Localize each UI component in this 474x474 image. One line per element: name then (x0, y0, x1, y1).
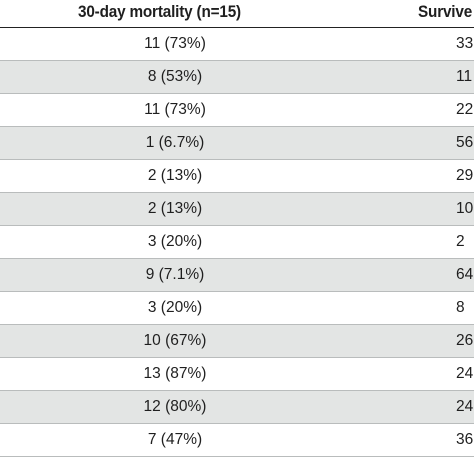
cell-mortality: 3 (20%) (147, 233, 203, 250)
table-row: 3 (20%) 8 (0, 292, 474, 325)
cell-survivors: 64 (456, 266, 474, 283)
cell-survivors: 36 (456, 431, 474, 448)
table-row: 11 (73%) 33 (0, 28, 474, 61)
cell-survivors: 29 (456, 167, 474, 184)
cell-mortality: 3 (20%) (147, 299, 203, 316)
cell-survivors: 2 (456, 233, 465, 250)
cell-survivors: 10 (456, 200, 474, 217)
table-row: 2 (13%) 10 (0, 193, 474, 226)
table-row: 7 (47%) 36 (0, 424, 474, 457)
table-row: 3 (20%) 2 (0, 226, 474, 259)
table-row: 11 (73%) 22 (0, 94, 474, 127)
cell-mortality: 9 (7.1%) (145, 266, 205, 283)
cell-survivors: 24 (456, 365, 474, 382)
cell-mortality: 10 (67%) (143, 332, 207, 349)
cell-mortality: 2 (13%) (147, 167, 203, 184)
table-row: 9 (7.1%) 64 (0, 259, 474, 292)
cell-mortality: 11 (73%) (144, 35, 206, 52)
cell-mortality: 12 (80%) (143, 398, 207, 415)
cell-mortality: 13 (87%) (143, 365, 207, 382)
cell-mortality: 7 (47%) (147, 431, 203, 448)
cell-mortality: 11 (73%) (144, 101, 206, 118)
cell-survivors: 56 (456, 134, 474, 151)
cell-survivors: 22 (456, 101, 474, 118)
table-row: 1 (6.7%) 56 (0, 127, 474, 160)
table-row: 2 (13%) 29 (0, 160, 474, 193)
cell-survivors: 26 (456, 332, 474, 349)
table-row: 10 (67%) 26 (0, 325, 474, 358)
cell-survivors: 24 (456, 398, 474, 415)
cell-survivors: 8 (456, 299, 465, 316)
column-header-survivors: Survive (418, 2, 473, 21)
cell-mortality: 8 (53%) (147, 68, 203, 85)
cell-survivors: 33 (456, 35, 474, 52)
cell-mortality: 2 (13%) (147, 200, 203, 217)
table-row: 13 (87%) 24 (0, 358, 474, 391)
table-row: 12 (80%) 24 (0, 391, 474, 424)
cell-survivors: 11 (456, 68, 473, 85)
table-row: 8 (53%) 11 (0, 61, 474, 94)
column-header-mortality: 30-day mortality (n=15) (78, 2, 241, 21)
table-header: 30-day mortality (n=15) Survive (0, 0, 474, 28)
cell-mortality: 1 (6.7%) (145, 134, 205, 151)
